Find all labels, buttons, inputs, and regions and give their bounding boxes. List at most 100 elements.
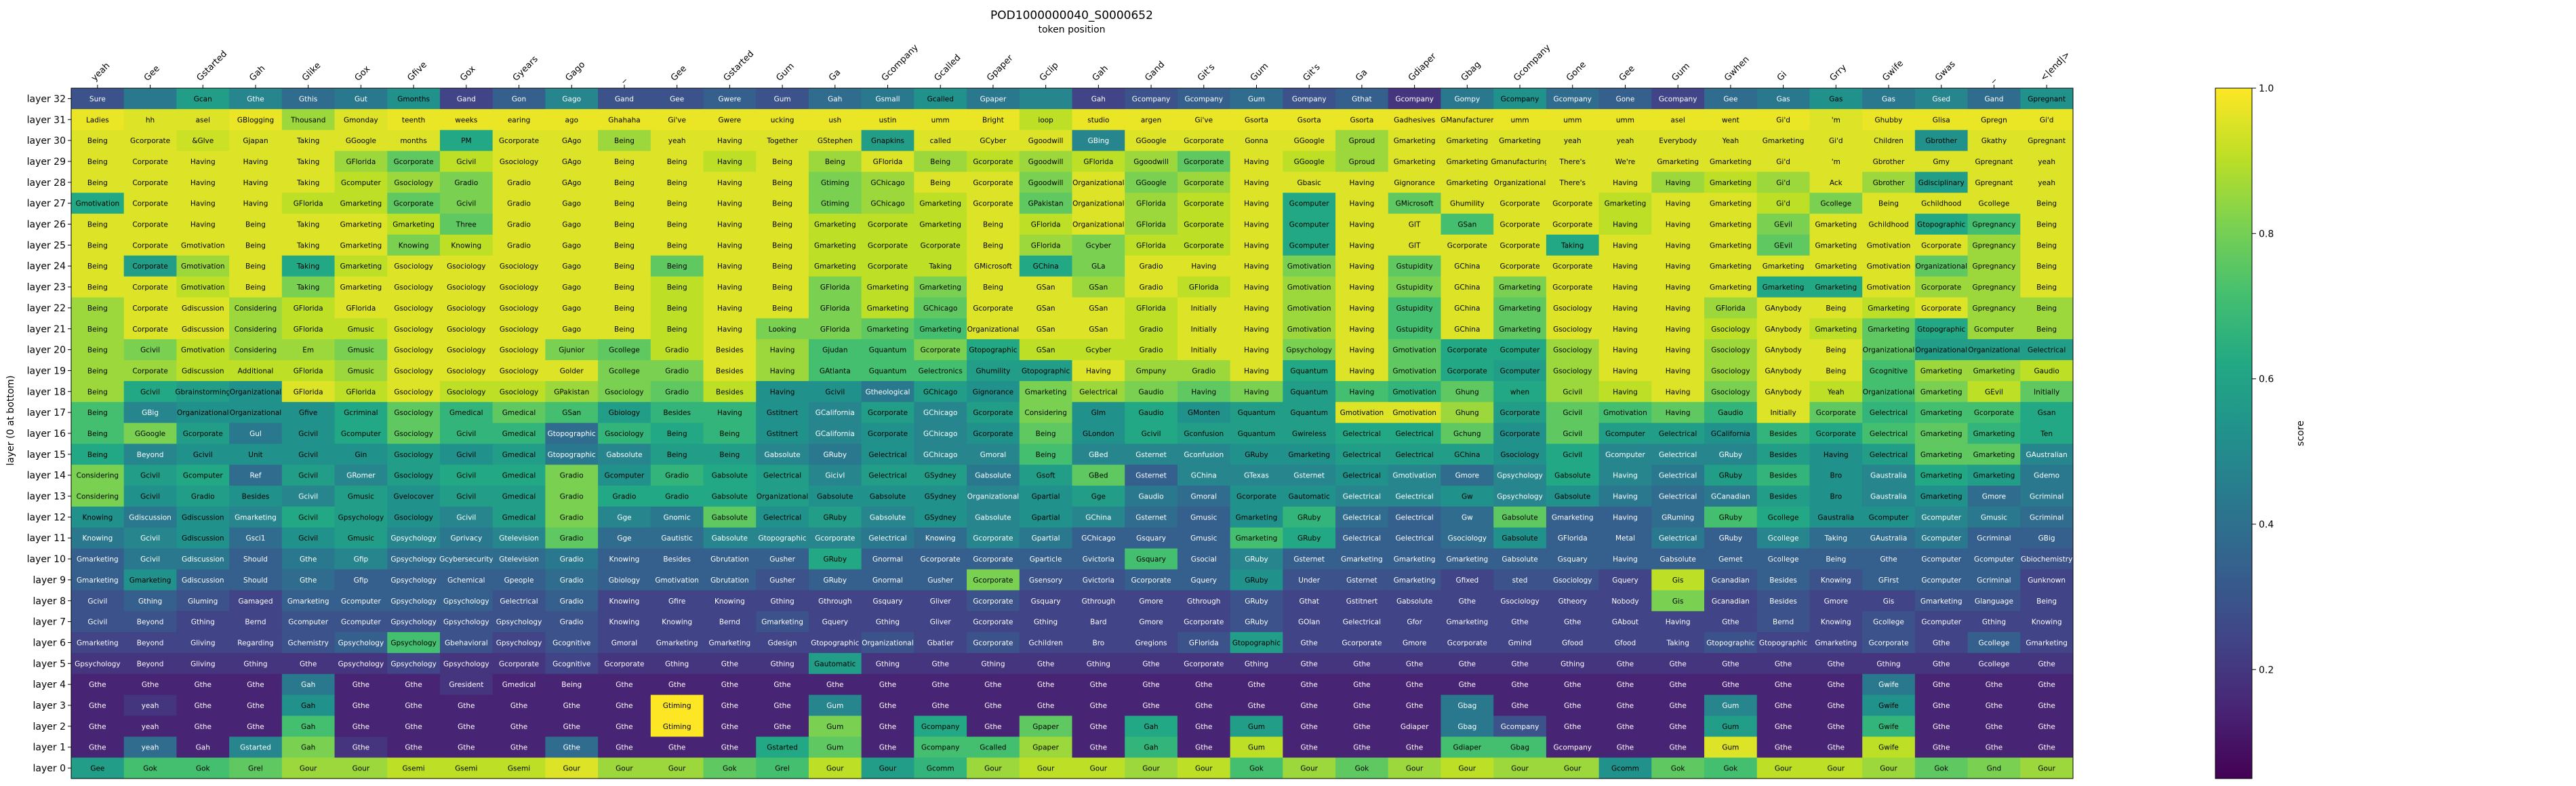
cell-label: Gah <box>196 744 210 752</box>
cell-label: Besides <box>663 409 691 417</box>
cell-label: Gcorporate <box>1184 241 1224 250</box>
cell-label: Gthe <box>563 723 580 731</box>
cell-label: Gthe <box>1617 744 1634 752</box>
cell-label: Gcalled <box>927 95 954 103</box>
y-tick-label: layer 8 <box>33 596 66 607</box>
cell-label: Gtiming <box>821 179 849 187</box>
cell-label: Gthe <box>353 681 369 689</box>
cell-label: Gthe <box>1828 681 1845 689</box>
cell-label: Being <box>87 158 108 166</box>
cell-label: Being <box>2036 262 2057 271</box>
cell-label: Gok <box>1355 765 1370 773</box>
cell-label: Gut <box>355 95 367 103</box>
cell-label: Gpsychology <box>390 534 437 543</box>
heatmap-cell <box>1546 276 1600 298</box>
heatmap-cell <box>123 297 177 319</box>
cell-label: yeah <box>668 137 686 145</box>
cell-label: GChicago <box>923 430 957 438</box>
heatmap-cell <box>598 234 651 256</box>
heatmap-cell <box>545 318 599 340</box>
cell-label: yeah <box>142 744 159 752</box>
heatmap-cell <box>176 297 230 319</box>
cell-label: Being <box>614 304 635 313</box>
heatmap-cell <box>123 193 177 214</box>
cell-label: Gwere <box>719 116 742 124</box>
cell-label: Gthing <box>876 618 900 627</box>
cell-label: Gcivil <box>298 430 318 438</box>
colorbar-tick-label: 1.0 <box>2259 83 2274 94</box>
heatmap-cell <box>1651 172 1705 193</box>
cell-label: GFlorida <box>1136 241 1166 250</box>
cell-label: Gthis <box>299 95 317 103</box>
cell-label: Gum <box>1722 744 1739 752</box>
heatmap-cell <box>545 276 599 298</box>
cell-label: GFlorida <box>346 304 376 313</box>
cell-label: Gsquary <box>1558 555 1588 564</box>
heatmap-cell <box>387 339 441 361</box>
cell-label: Gthe <box>405 723 422 731</box>
cell-label: Being <box>667 241 687 250</box>
heatmap-cell <box>176 318 230 340</box>
cell-label: Ggoodwill <box>1133 158 1169 166</box>
cell-label: Being <box>87 388 108 396</box>
heatmap-cell <box>1967 109 2021 131</box>
heatmap-cell <box>334 130 388 152</box>
cell-label: Gcomputer <box>341 430 381 438</box>
cell-label: Gstitnert <box>1346 597 1377 606</box>
cell-label: GCalifornia <box>1711 430 1750 438</box>
x-tick-label: Glike <box>300 60 323 83</box>
cell-label: Gcomputer <box>1921 618 1961 627</box>
heatmap-cell <box>176 109 230 131</box>
cell-label: Gmarketing <box>1499 137 1541 145</box>
cell-label: Having <box>1350 241 1375 250</box>
heatmap-cell <box>281 109 336 131</box>
cell-label: Gthe <box>1301 744 1318 752</box>
y-tick-label: layer 23 <box>27 282 66 293</box>
heatmap-cell <box>1967 130 2021 152</box>
cell-label: Gthing <box>138 597 162 606</box>
cell-label: GChina <box>1454 304 1480 313</box>
cell-label: Gthe <box>1406 702 1423 710</box>
cell-label: Having <box>1244 200 1269 208</box>
cell-label: Having <box>1613 347 1638 355</box>
y-tick-label: layer 1 <box>33 743 66 753</box>
cell-label: Being <box>667 430 687 438</box>
heatmap-cell <box>281 255 336 277</box>
cell-label: Gstupidity <box>1396 283 1433 292</box>
cell-label: Being <box>87 409 108 417</box>
cell-label: Gabsolute <box>1396 597 1432 606</box>
cell-label: Gtopographic <box>548 451 596 459</box>
cell-label: Gignorance <box>1394 179 1434 187</box>
cell-label: Gsociology <box>394 283 432 292</box>
cell-label: Gthe <box>773 681 790 689</box>
x-tick-label: Git's <box>1196 62 1217 83</box>
cell-label: Besides <box>1769 597 1797 606</box>
cell-label: Gcriminal <box>344 409 378 417</box>
x-tick-labels: yeah Gee Gstarted Gah Glike Gox Gfive Gox Gyears… <box>89 43 2072 88</box>
cell-label: Gthe <box>932 702 949 710</box>
cell-label: Gthe <box>458 744 475 752</box>
heatmap-cell <box>1493 255 1547 277</box>
cell-label: umm <box>1616 116 1634 124</box>
x-tick-label: Gox <box>458 64 478 83</box>
cell-label: Gthe <box>563 744 580 752</box>
cell-label: GRuby <box>1719 472 1743 480</box>
cell-label: Gfip <box>354 555 369 564</box>
cell-label: Gsociology <box>394 430 432 438</box>
cell-label: There's <box>1559 179 1586 187</box>
cell-label: Gcognitive <box>552 660 590 668</box>
heatmap-cell <box>492 297 546 319</box>
cell-label: Having <box>1666 304 1691 313</box>
cell-label: Gsociology <box>1711 388 1750 396</box>
cell-label: Initially <box>1191 304 1217 313</box>
y-tick-label: layer 10 <box>27 554 66 565</box>
heatmap-cell <box>1704 193 1758 214</box>
heatmap-cell <box>756 130 809 152</box>
cell-label: Gradio <box>560 472 584 480</box>
cell-label: Corporate <box>132 158 168 166</box>
heatmap-cell <box>1335 130 1389 152</box>
cell-label: Gin <box>355 451 367 459</box>
heatmap-cell <box>861 234 914 256</box>
cell-label: Gautomatic <box>1289 493 1330 501</box>
cell-label: Having <box>1244 304 1269 313</box>
